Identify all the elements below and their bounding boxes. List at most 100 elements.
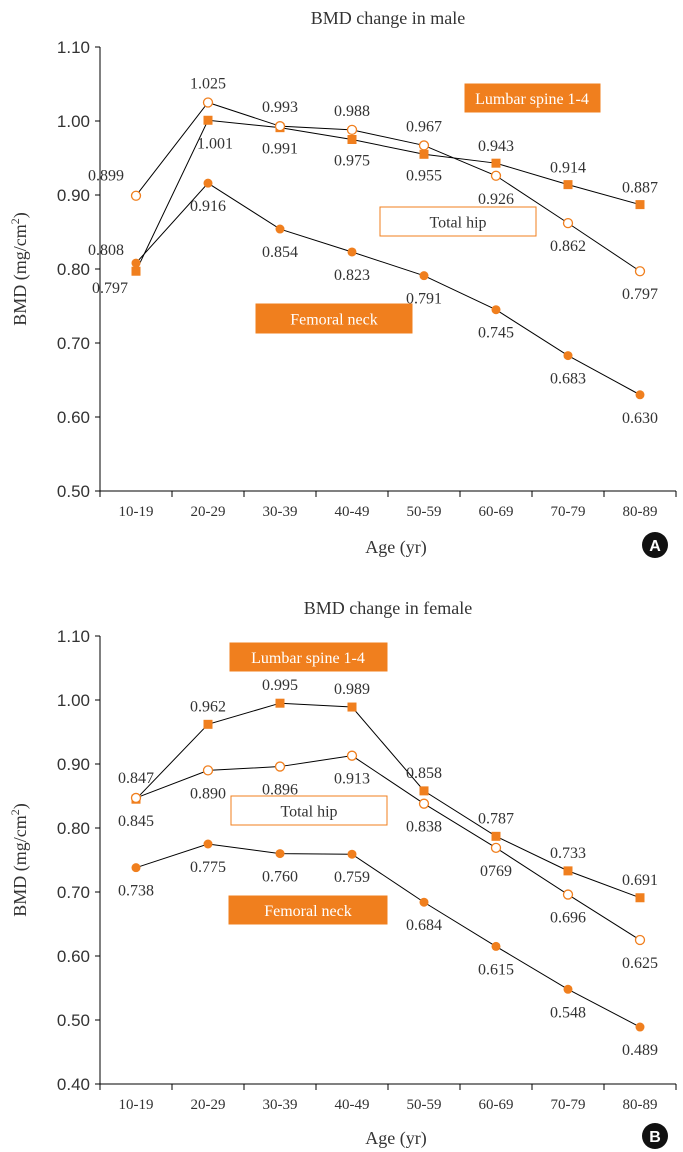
x-tick-label: 60-69 bbox=[479, 504, 514, 520]
data-label: 0.791 bbox=[406, 291, 442, 308]
data-label: 0.862 bbox=[550, 238, 586, 255]
x-axis-label: Age (yr) bbox=[365, 537, 426, 558]
data-point-square bbox=[419, 149, 429, 159]
data-label: 0.854 bbox=[262, 244, 298, 261]
data-label: 0769 bbox=[480, 863, 512, 880]
data-point-open-circle bbox=[562, 889, 574, 900]
data-label: 0.993 bbox=[262, 99, 298, 116]
x-tick-label: 80-89 bbox=[623, 1097, 658, 1113]
y-tick-label: 1.10 bbox=[57, 38, 90, 57]
data-label: 0.943 bbox=[478, 138, 514, 155]
data-label: 0.745 bbox=[478, 325, 514, 342]
data-point-open-circle bbox=[490, 842, 502, 853]
data-label: 0.989 bbox=[334, 681, 370, 698]
data-label: 0.847 bbox=[118, 770, 154, 787]
data-point-square bbox=[347, 702, 357, 712]
panel-badge bbox=[642, 532, 668, 558]
legend-label-1: Total hip bbox=[280, 804, 337, 821]
y-tick-label: 0.60 bbox=[57, 947, 90, 966]
legend-label-2: Femoral neck bbox=[264, 903, 352, 920]
y-axis-label-sup: 2 bbox=[8, 809, 22, 815]
legend-box-2 bbox=[255, 303, 413, 334]
legend-label-0: Lumbar spine 1-4 bbox=[475, 91, 589, 108]
data-label: 0.823 bbox=[334, 267, 370, 284]
legend-label-0: Lumbar spine 1-4 bbox=[251, 650, 365, 667]
y-tick-label: 0.90 bbox=[57, 186, 90, 205]
data-label: 0.988 bbox=[334, 103, 370, 120]
series-line-0 bbox=[135, 119, 641, 272]
x-tick-label: 50-59 bbox=[407, 504, 442, 520]
data-point-open-circle bbox=[490, 170, 502, 181]
data-label: 0.625 bbox=[622, 955, 658, 972]
data-point-square bbox=[491, 831, 501, 841]
data-label: 0.759 bbox=[334, 869, 370, 886]
data-point-open-circle bbox=[418, 798, 430, 809]
data-label: 0.926 bbox=[478, 191, 514, 208]
y-axis-label-sup: 2 bbox=[8, 218, 22, 224]
data-point-square bbox=[203, 719, 213, 729]
data-point-square bbox=[491, 158, 501, 168]
x-tick-label: 20-29 bbox=[191, 1097, 226, 1113]
data-label: 0.896 bbox=[262, 782, 298, 799]
data-label: 0.975 bbox=[334, 153, 370, 170]
legend-box-0 bbox=[229, 642, 388, 672]
data-label: 0.738 bbox=[118, 883, 154, 900]
y-tick-label: 1.00 bbox=[57, 112, 90, 131]
data-point-square bbox=[203, 115, 213, 125]
chart-title: BMD change in female bbox=[304, 598, 472, 618]
legend-box-2 bbox=[228, 895, 388, 925]
data-point-filled-circle bbox=[419, 271, 429, 281]
data-point-open-circle bbox=[274, 121, 286, 132]
y-axis-label-end: ) bbox=[10, 803, 31, 809]
x-tick-label: 40-49 bbox=[335, 1097, 370, 1113]
data-point-square bbox=[131, 266, 141, 276]
legend-label-2: Femoral neck bbox=[290, 312, 378, 329]
series-line-2 bbox=[135, 182, 641, 396]
data-point-filled-circle bbox=[203, 839, 213, 849]
data-point-filled-circle bbox=[491, 941, 501, 951]
data-point-open-circle bbox=[274, 761, 286, 772]
data-label: 0.733 bbox=[550, 845, 586, 862]
y-axis-label: BMD (mg/cm2) bbox=[8, 212, 31, 326]
data-point-filled-circle bbox=[635, 390, 645, 400]
data-label: 0.683 bbox=[550, 371, 586, 388]
data-label: 0.967 bbox=[406, 118, 442, 135]
y-tick-label: 0.40 bbox=[57, 1075, 90, 1094]
data-point-open-circle bbox=[130, 792, 142, 804]
data-point-filled-circle bbox=[419, 897, 429, 907]
data-point-open-circle bbox=[634, 266, 646, 277]
data-label: 0.797 bbox=[622, 286, 658, 303]
x-tick-label: 80-89 bbox=[623, 504, 658, 520]
data-label: 0.995 bbox=[262, 677, 298, 694]
data-label: 0.775 bbox=[190, 859, 226, 876]
y-axis-label-end: ) bbox=[10, 212, 31, 218]
data-point-filled-circle bbox=[347, 247, 357, 257]
series-line-2 bbox=[135, 843, 641, 1028]
data-label: 0.797 bbox=[92, 280, 128, 297]
data-label: 0.962 bbox=[190, 698, 226, 715]
data-point-square bbox=[563, 866, 573, 876]
x-tick-label: 10-19 bbox=[119, 1097, 154, 1113]
data-point-filled-circle bbox=[635, 1022, 645, 1032]
data-label: 0.760 bbox=[262, 869, 298, 886]
data-label: 1.025 bbox=[190, 76, 226, 93]
y-tick-label: 0.50 bbox=[57, 1011, 90, 1030]
y-tick-label: 1.00 bbox=[57, 691, 90, 710]
y-tick-label: 0.70 bbox=[57, 334, 90, 353]
data-label: 0.691 bbox=[622, 872, 658, 889]
legend-label-1: Total hip bbox=[429, 215, 486, 232]
data-label: 0.684 bbox=[406, 917, 442, 934]
chart-title: BMD change in male bbox=[311, 8, 465, 28]
data-label: 0.890 bbox=[190, 785, 226, 802]
data-label: 0.489 bbox=[622, 1042, 658, 1059]
data-point-open-circle bbox=[202, 765, 214, 776]
data-label: 0.696 bbox=[550, 910, 586, 927]
x-tick-label: 10-19 bbox=[119, 504, 154, 520]
data-label: 0.615 bbox=[478, 961, 514, 978]
legend-box-0 bbox=[464, 83, 601, 113]
data-point-open-circle bbox=[202, 97, 214, 108]
x-tick-label: 30-39 bbox=[263, 1097, 298, 1113]
data-point-square bbox=[635, 200, 645, 210]
data-point-open-circle bbox=[418, 140, 430, 151]
